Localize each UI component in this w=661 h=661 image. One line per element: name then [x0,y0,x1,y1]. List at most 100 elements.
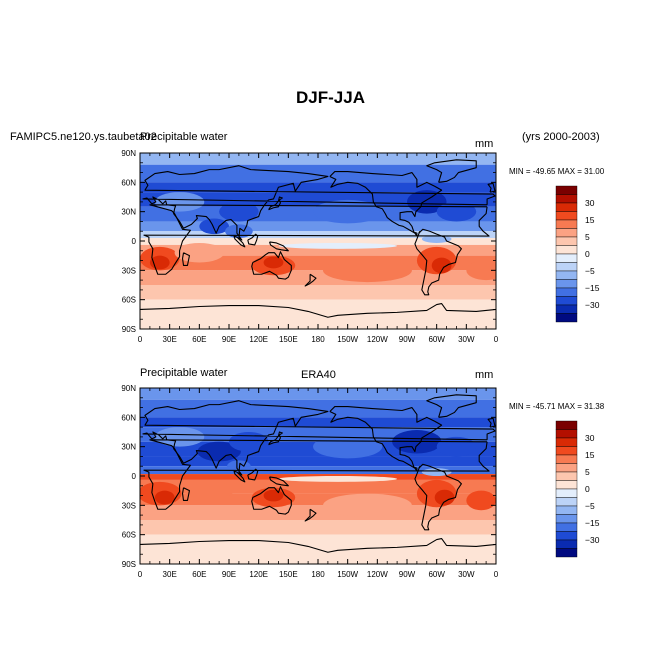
colorbar-box [555,505,578,515]
field-region [278,476,398,482]
colorbar-box [555,313,578,323]
coastline [269,241,289,252]
lon-label: 0 [138,570,143,579]
coastline [142,400,496,476]
panel2-units-label: mm [475,369,494,381]
field-region [219,201,259,222]
lon-label: 30W [458,570,475,579]
coastline [140,303,496,318]
colorbar-label: −5 [585,266,595,276]
lat-label: 60S [122,531,136,540]
coastline [414,463,462,531]
coastline [247,233,259,246]
colorbar-era40: 30 15 5 0 −5 −15 −30 [555,420,600,558]
field-region [466,490,496,511]
lon-label: 60E [192,335,206,344]
field-region [407,190,447,214]
field-band [140,231,496,239]
colorbar-label: −5 [585,501,595,511]
lat-label: 60S [122,296,136,305]
field-region [313,199,383,224]
field-band [140,456,496,467]
lat-label: 90N [121,384,136,393]
panel2-variable-label: Precipitable water [140,367,228,379]
coastline [268,196,283,211]
colorbar-box [555,253,578,263]
lon-label: 150E [279,335,298,344]
colorbar-label: 0 [585,484,590,494]
panel2-reference-label: ERA40 [301,369,336,381]
colorbar-model: 30 15 5 0 −5 −15 −30 [555,185,600,323]
field-band [140,520,496,535]
colorbar-label: 5 [585,467,590,477]
field-band [140,493,496,506]
panel1-stats-label: MIN = -49.65 MAX = 31.00 [509,167,605,176]
field-region [229,432,269,452]
coastline [268,431,283,446]
lon-label: 30E [163,570,177,579]
coastline [233,235,246,248]
field-region [263,256,284,269]
panel2-stats-label: MIN = -45.71 MAX = 31.38 [509,402,605,411]
lat-label: 90S [122,325,136,334]
lat-label: 30N [121,443,136,452]
lon-label: 0 [494,570,499,579]
coastline [247,468,259,481]
lat-label: 30S [122,501,136,510]
colorbar-box [555,270,578,280]
coastline [329,406,443,472]
lon-label: 60W [428,570,445,579]
lon-label: 150W [337,570,358,579]
colorbar-box [555,279,578,289]
field-region [149,255,170,270]
colorbar-box [555,185,578,195]
lon-label: 180 [311,335,325,344]
colorbar-box [555,548,578,558]
field-region [278,242,398,249]
lat-label: 90N [121,149,136,158]
colorbar-label: 15 [585,450,595,460]
field-band [140,388,496,400]
colorbar-label: 0 [585,249,590,259]
field-region [154,192,205,212]
lon-label: 0 [494,335,499,344]
years-label: (yrs 2000-2003) [522,131,600,143]
field-band [140,221,496,232]
field-region [174,242,225,263]
field-region [197,441,241,462]
lon-label: 120E [249,570,268,579]
colorbar-box [555,296,578,306]
colorbar-box [555,202,578,212]
colorbar-box [555,304,578,314]
lon-label: 180 [311,570,325,579]
lon-label: 120W [367,335,388,344]
colorbar-box [555,514,578,524]
panel1-units-label: mm [475,138,494,150]
coastline [269,476,289,487]
lat-label: 60N [121,413,136,422]
lon-label: 60E [192,570,206,579]
colorbar-box [555,262,578,272]
lon-label: 30E [163,335,177,344]
field-region [154,427,205,447]
lat-label: 30S [122,266,136,275]
coastline [487,417,496,428]
colorbar-box [555,446,578,456]
lat-label: 0 [132,472,137,481]
lon-label: 120W [367,570,388,579]
field-region [421,468,452,476]
field-band [140,164,496,183]
coastline [143,439,490,510]
lon-label: 90E [222,570,236,579]
field-region [263,489,284,502]
field-region [154,490,175,505]
coastline [140,538,496,553]
colorbar-box [555,245,578,255]
lon-label: 150W [337,335,358,344]
colorbar-box [555,420,578,430]
coastline [426,159,477,183]
lat-label: 30N [121,208,136,217]
lon-label: 90W [399,570,416,579]
field-band [140,153,496,165]
